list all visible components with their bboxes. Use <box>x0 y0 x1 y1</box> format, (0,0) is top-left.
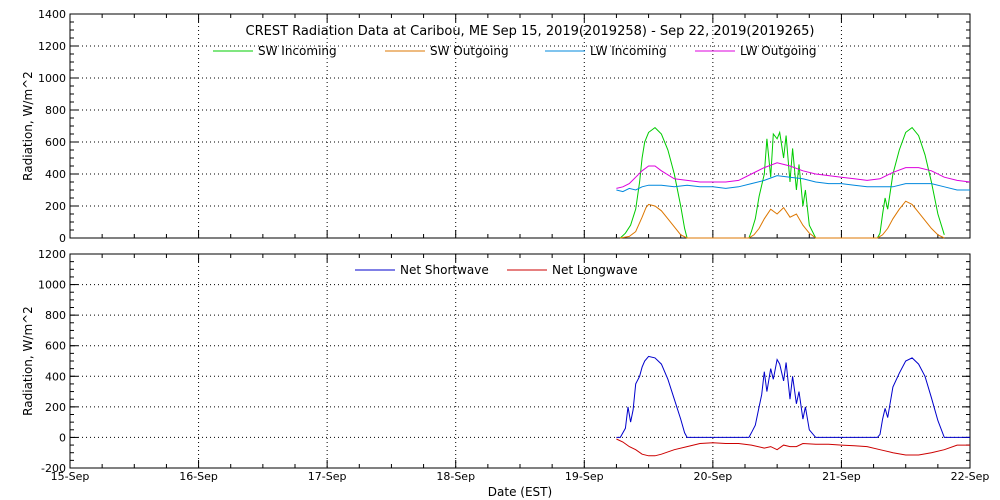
bottom-panel: -200 0 200 400 600 800 1000 1200 15-Sep 16-Sep 17… <box>21 248 989 499</box>
legend-label: SW Incoming <box>258 44 337 58</box>
y-tick-label: 200 <box>45 200 66 213</box>
top-panel: CREST Radiation Data at Caribou, ME Sep … <box>21 8 971 245</box>
series-line-net-shortwave <box>616 355 970 438</box>
bottom-series <box>616 355 970 457</box>
bottom-y-axis-label: Radiation, W/m^2 <box>21 306 35 416</box>
legend-label: Net Longwave <box>552 263 638 277</box>
x-tick-label: 17-Sep <box>308 470 347 483</box>
y-tick-label: 600 <box>45 136 66 149</box>
x-tick-label: 20-Sep <box>694 470 733 483</box>
series-line-sw-incoming <box>619 126 945 239</box>
series-line-sw-outgoing <box>620 200 945 239</box>
x-tick-label: 22-Sep <box>951 470 990 483</box>
y-tick-label: 1000 <box>38 72 66 85</box>
y-tick-label: 1200 <box>38 248 66 261</box>
top-legend: SW Incoming SW Outgoing LW Incoming LW Outg… <box>213 44 817 58</box>
y-tick-label: 0 <box>59 232 66 245</box>
series-line-lw-incoming <box>616 175 970 193</box>
legend-label: SW Outgoing <box>430 44 509 58</box>
legend-label: LW Incoming <box>590 44 667 58</box>
bottom-plot-frame <box>69 253 971 469</box>
y-tick-label: -200 <box>41 462 66 475</box>
x-tick-label: 15-Sep <box>51 470 90 483</box>
bottom-grid <box>70 254 970 468</box>
y-tick-label: 400 <box>45 168 66 181</box>
series-line-lw-outgoing <box>616 162 971 189</box>
x-tick-label: 16-Sep <box>179 470 218 483</box>
top-series <box>616 126 971 239</box>
y-tick-label: 800 <box>45 309 66 322</box>
x-tick-label: 18-Sep <box>436 470 475 483</box>
chart-title: CREST Radiation Data at Caribou, ME Sep … <box>246 24 815 39</box>
y-tick-label: 1400 <box>38 8 66 21</box>
x-tick-label: 19-Sep <box>565 470 604 483</box>
y-tick-label: 1200 <box>38 40 66 53</box>
y-tick-label: 600 <box>45 340 66 353</box>
y-tick-label: 800 <box>45 104 66 117</box>
legend-label: Net Shortwave <box>400 263 489 277</box>
top-y-axis-label: Radiation, W/m^2 <box>21 71 35 181</box>
x-axis-label: Date (EST) <box>488 485 552 499</box>
top-plot-frame <box>69 13 971 239</box>
x-ticks: 15-Sep 16-Sep 17-Sep 18-Sep 19-Sep 20-Sep 21-S… <box>51 470 990 483</box>
series-line-net-longwave <box>616 438 970 457</box>
bottom-legend: Net Shortwave Net Longwave <box>355 263 638 277</box>
y-tick-label: 0 <box>59 431 66 444</box>
x-tick-label: 21-Sep <box>822 470 861 483</box>
y-tick-label: 400 <box>45 370 66 383</box>
y-tick-label: 1000 <box>38 279 66 292</box>
legend-label: LW Outgoing <box>740 44 817 58</box>
y-tick-label: 200 <box>45 401 66 414</box>
top-y-ticks: 0 200 400 600 800 1000 1200 1400 <box>38 8 971 245</box>
top-grid <box>70 14 970 238</box>
bottom-y-ticks: -200 0 200 400 600 800 1000 1200 <box>38 248 971 475</box>
